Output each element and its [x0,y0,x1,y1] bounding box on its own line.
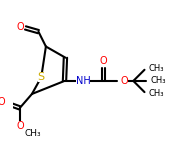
Text: O: O [100,56,107,66]
Text: NH: NH [76,76,91,86]
Text: O: O [0,97,5,107]
Text: CH₃: CH₃ [148,89,164,98]
Text: CH₃: CH₃ [24,129,41,138]
Text: CH₃: CH₃ [148,64,164,73]
Text: S: S [38,72,45,82]
Text: O: O [16,22,24,32]
Text: O: O [16,121,24,131]
Text: CH₃: CH₃ [150,77,166,85]
Text: O: O [120,76,128,86]
